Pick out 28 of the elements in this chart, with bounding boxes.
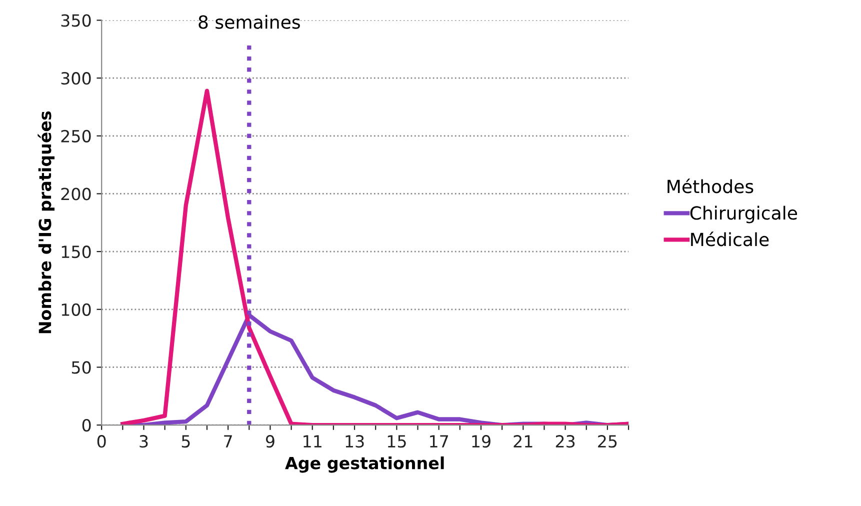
- x-tick-label: 7: [224, 435, 232, 448]
- x-tick-label: 15: [388, 435, 406, 448]
- legend-label: Chirurgicale: [690, 206, 798, 224]
- x-tick-label: 3: [140, 435, 148, 448]
- y-tick-label: 50: [72, 361, 91, 374]
- x-tick-label: 25: [598, 435, 617, 448]
- x-tick-label: 13: [346, 435, 364, 448]
- x-tick-label: 21: [514, 435, 532, 448]
- x-tick-label: 0: [97, 435, 106, 448]
- legend-label: Médicale: [691, 232, 769, 246]
- x-tick-label: 9: [266, 435, 274, 448]
- y-tick-label: 100: [62, 303, 91, 316]
- y-tick-label: 0: [82, 419, 91, 432]
- y-tick-label: 350: [61, 14, 91, 27]
- x-tick-label: 17: [430, 435, 448, 448]
- y-axis-title: Nombre d'IG pratiquées: [38, 111, 55, 334]
- y-tick-label: 150: [62, 246, 91, 258]
- x-axis-title: Age gestationnel: [285, 456, 444, 473]
- x-tick-label: 19: [472, 435, 490, 448]
- y-tick-label: 300: [61, 72, 91, 85]
- x-tick-label: 11: [304, 435, 322, 448]
- line-series: [120, 88, 629, 426]
- x-tick-label: 5: [182, 435, 190, 448]
- x-tick-label: 23: [556, 435, 575, 448]
- y-tick-label: 250: [61, 130, 91, 142]
- legend-title: Méthodes: [668, 178, 754, 194]
- annotation: 8 semaines: [198, 14, 300, 29]
- y-tick-label: 200: [61, 188, 91, 200]
